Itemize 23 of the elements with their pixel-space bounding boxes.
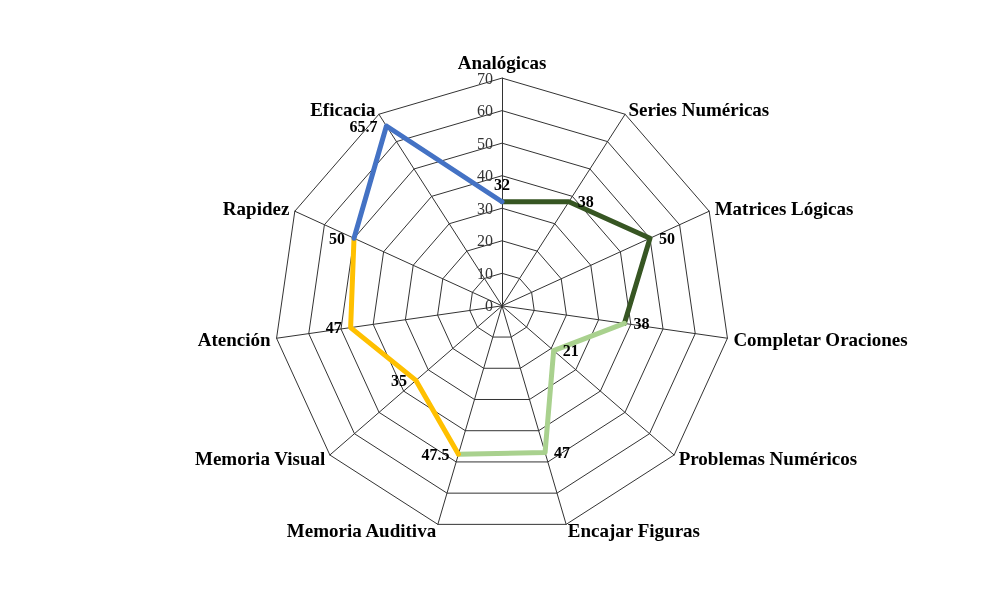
spoke-label: Completar Oraciones <box>733 328 908 350</box>
data-label: 35 <box>390 371 407 389</box>
spoke-label: Atención <box>197 328 272 350</box>
data-label: 50 <box>329 229 346 247</box>
data-label: 38 <box>633 314 650 332</box>
spoke-label: Memoria Auditiva <box>286 519 437 541</box>
data-label: 50 <box>658 229 675 247</box>
spoke-label: Memoria Visual <box>194 448 326 470</box>
spoke-label: Series Numéricas <box>628 98 770 120</box>
data-label: 38 <box>577 193 594 211</box>
data-label: 47.5 <box>421 445 450 463</box>
data-label: 65.7 <box>349 117 378 135</box>
y-tick-label: 60 <box>477 102 493 120</box>
y-tick-label: 30 <box>477 199 493 217</box>
y-tick-label: 40 <box>477 167 493 185</box>
spoke-label: Eficacia <box>310 98 377 120</box>
y-tick-label: 20 <box>477 232 493 250</box>
spoke-label: Problemas Numéricos <box>678 448 858 470</box>
spoke-label: Matrices Lógicas <box>714 198 854 220</box>
spoke-label: Rapidez <box>222 198 290 220</box>
data-label: 21 <box>562 342 579 360</box>
y-tick-label: 50 <box>477 134 493 152</box>
spoke-label: Encajar Figuras <box>567 519 700 541</box>
